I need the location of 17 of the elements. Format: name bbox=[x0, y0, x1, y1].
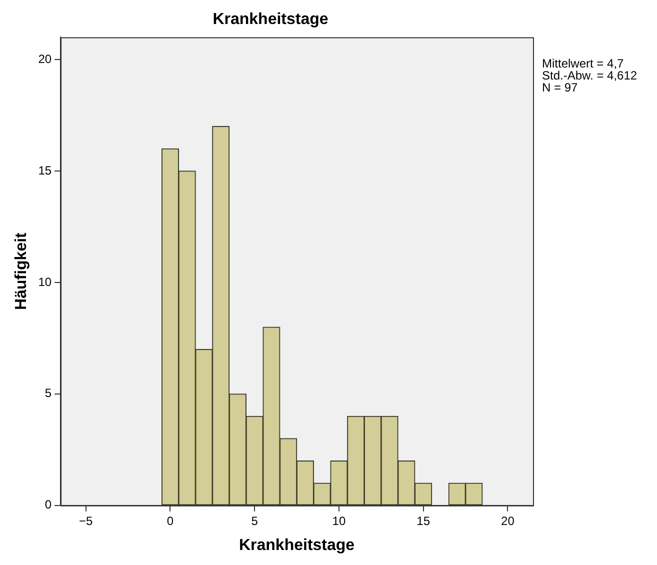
chart-title: Krankheitstage bbox=[212, 11, 328, 28]
text: Std.-Abw. = 4,612 bbox=[542, 68, 638, 83]
y-tick-label: 20 bbox=[38, 52, 52, 66]
text: N = 97 bbox=[542, 80, 578, 95]
x-tick-label: 15 bbox=[416, 514, 430, 528]
text: Mittelwert = 4,7 bbox=[542, 56, 624, 71]
y-tick-label: 10 bbox=[38, 274, 52, 289]
x-tick-label: 10 bbox=[332, 514, 346, 528]
x-axis-title: Krankheitstage bbox=[238, 536, 355, 554]
y-tick-label: 15 bbox=[38, 163, 52, 178]
y-tick-label: 5 bbox=[44, 386, 52, 400]
x-tick-label: 5 bbox=[251, 514, 258, 528]
x-tick-label: 20 bbox=[501, 514, 515, 528]
y-tick-label: 0 bbox=[44, 498, 52, 512]
y-axis-title: Häufigkeit bbox=[13, 232, 30, 310]
x-tick-label: 0 bbox=[166, 514, 174, 528]
x-tick-label: −5 bbox=[79, 514, 94, 528]
